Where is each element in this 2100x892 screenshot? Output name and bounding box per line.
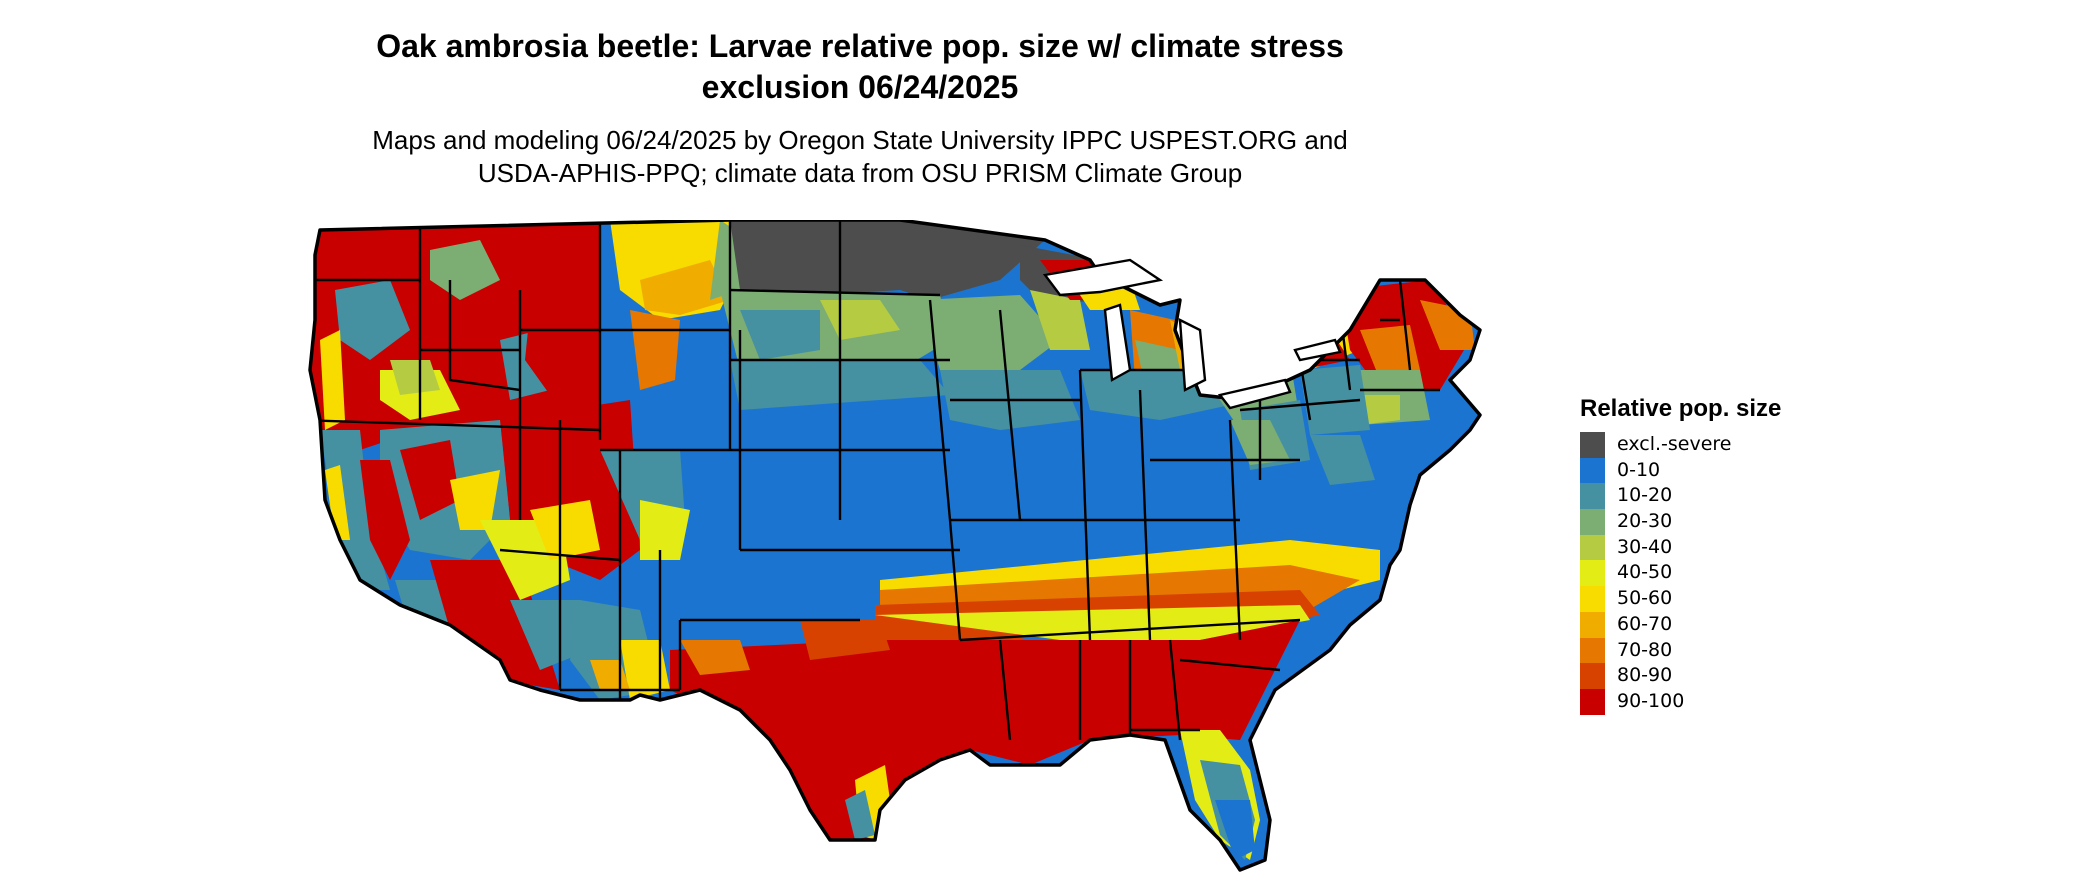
legend-swatch [1580, 560, 1605, 587]
legend-swatch [1580, 509, 1605, 535]
legend-label: 40-50 [1617, 561, 1673, 584]
map-subtitle-line-1: Maps and modeling 06/24/2025 by Oregon S… [372, 125, 1348, 155]
legend-item: 70-80 [1580, 637, 1880, 664]
legend-label: 10-20 [1617, 484, 1673, 507]
legend-item: 20-30 [1580, 509, 1880, 535]
legend-swatch [1580, 534, 1605, 561]
legend-item: 90-100 [1580, 688, 1880, 715]
legend-item: 0-10 [1580, 457, 1880, 484]
state-borders [310, 220, 1440, 741]
legend-label: 20-30 [1617, 510, 1673, 533]
map-subtitle: Maps and modeling 06/24/2025 by Oregon S… [310, 124, 1410, 190]
legend-item: 40-50 [1580, 560, 1880, 587]
legend-item: 10-20 [1580, 483, 1880, 510]
legend-item: 30-40 [1580, 534, 1880, 561]
map-legend: Relative pop. size excl.-severe 0-10 10-20… [1580, 394, 1880, 715]
legend-swatch [1580, 688, 1605, 715]
legend-swatch [1580, 663, 1605, 689]
legend-swatch [1580, 432, 1605, 458]
legend-swatch [1580, 457, 1605, 484]
legend-item: 80-90 [1580, 663, 1880, 689]
legend-label: 70-80 [1617, 638, 1673, 661]
great-lakes [1042, 258, 1342, 410]
legend-title: Relative pop. size [1580, 395, 1782, 422]
map-title-line-1: Oak ambrosia beetle: Larvae relative pop… [376, 28, 1344, 64]
legend-label: 30-40 [1617, 535, 1673, 558]
legend-items: excl.-severe 0-10 10-20 20-30 30-40 40-50 50-6… [1580, 432, 1880, 715]
us-map [308, 220, 1482, 872]
legend-label: 50-60 [1617, 587, 1673, 610]
legend-swatch [1580, 611, 1605, 638]
legend-item: 50-60 [1580, 586, 1880, 612]
legend-label: 80-90 [1617, 664, 1673, 687]
legend-swatch [1580, 637, 1605, 664]
legend-label: excl.-severe [1617, 433, 1732, 455]
map-title-line-2: exclusion 06/24/2025 [701, 69, 1019, 105]
legend-label: 60-70 [1617, 612, 1673, 635]
legend-item: 60-70 [1580, 611, 1880, 638]
legend-item: excl.-severe [1580, 432, 1880, 458]
legend-label: 0-10 [1617, 458, 1661, 481]
legend-label: 90-100 [1617, 689, 1685, 712]
map-title: Oak ambrosia beetle: Larvae relative pop… [310, 26, 1410, 108]
legend-swatch [1580, 586, 1605, 612]
legend-swatch [1580, 483, 1605, 510]
map-subtitle-line-2: USDA-APHIS-PPQ; climate data from OSU PR… [477, 158, 1243, 188]
